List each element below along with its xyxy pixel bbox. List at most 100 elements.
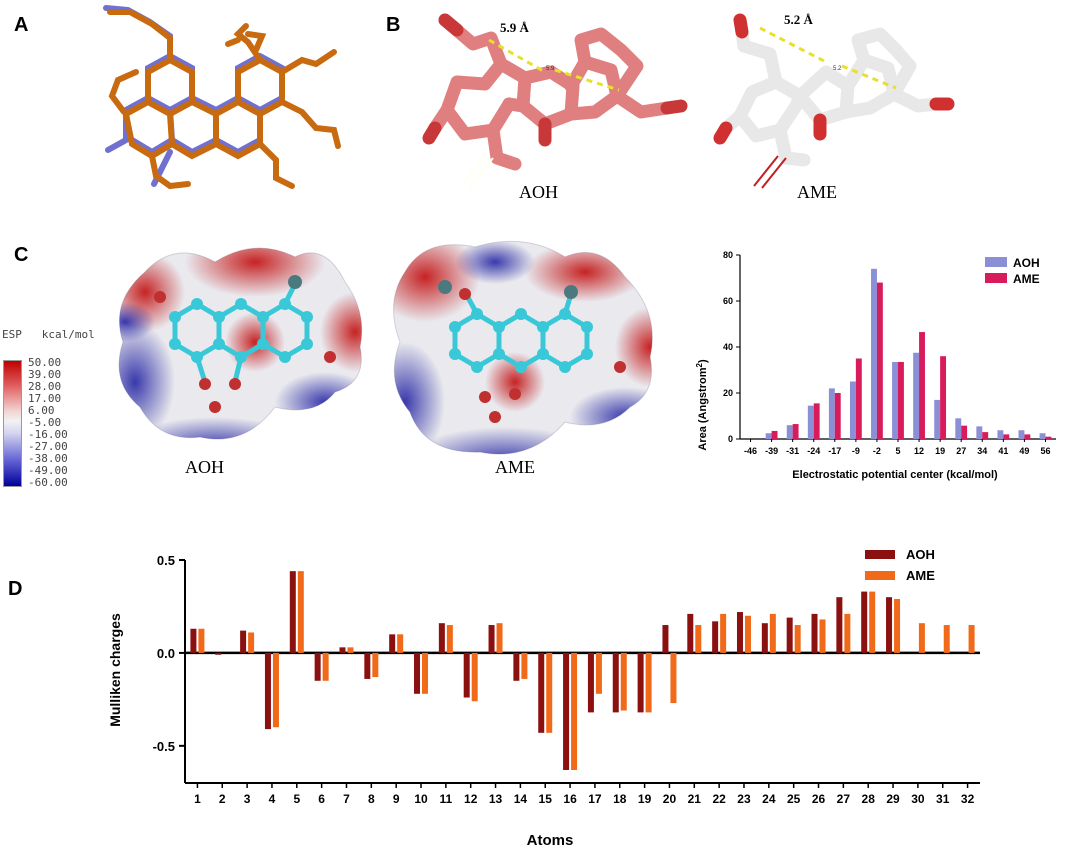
hist-bar-ame [898,361,904,439]
hist-bar-aoh [786,425,793,439]
hist-y-tick-label: 20 [723,388,733,398]
hist-bar-ame [919,332,925,439]
mull-x-tick-label: 6 [318,792,325,806]
mull-bar-aoh [786,617,793,653]
mull-bar-ame [446,625,453,653]
mull-legend-label-aoh: AOH [906,547,935,562]
ame-stick-caption: AME [797,182,837,202]
mull-bar-aoh [463,652,470,698]
mull-bar-ame [248,632,255,653]
aoh-stick-model: 5.9 Å 5.9 [422,13,688,189]
mull-bar-ame [794,625,801,653]
mull-bar-aoh [587,652,594,713]
mull-bar-aoh [438,623,445,653]
esp-area-histogram: 0 20 40 60 80 -46 -39 -31 -24 -17 -9 -2 5 12 19 27 34 41 4… [695,250,1056,481]
mull-bar-aoh [488,625,495,653]
hist-y-tick-label: 0 [728,434,733,444]
mull-x-tick-label: 22 [712,792,726,806]
mull-bar-aoh [190,628,197,653]
esp-tick: 39.00 [28,368,62,381]
hist-bar-aoh [892,361,898,439]
hist-x-tick-label: 27 [956,446,966,456]
esp-tick: -49.00 [28,464,68,477]
mull-bar-ame [297,571,304,653]
mull-bar-ame [198,628,205,653]
aoh-small-distance-label: 5.9 [546,66,555,72]
mulliken-charges-chart: 0.50.0-0.51 2 3 4 5 6 7 8 9 10 11 12 13 14 15 16 17 18 19 2… [107,547,980,849]
hist-x-tick-label: -2 [873,446,881,456]
mull-legend: AOH AME [865,547,935,583]
mull-bar-ame [844,613,851,653]
hist-y-tick-label: 80 [723,250,733,260]
esp-gradient-bar [3,360,22,487]
ame-small-distance-label: 5.2 [833,66,842,72]
hist-x-tick-label: -31 [786,446,799,456]
mull-bar-aoh [861,591,868,653]
hist-y-tick-label: 40 [723,342,733,352]
hist-bar-aoh [807,405,814,439]
esp-scale-title: ESP kcal/mol [2,328,95,341]
mull-bar-ame [471,652,478,702]
esp-tick: 6.00 [28,404,55,417]
mull-x-tick-label: 3 [244,792,251,806]
mull-bar-ame [819,619,826,653]
mull-bar-ame [769,613,776,653]
hist-bar-ame [792,424,799,439]
mull-bar-aoh [215,652,222,655]
hist-x-tick-label: -46 [744,446,757,456]
mull-x-tick-label: 13 [489,792,503,806]
mull-x-tick-label: 16 [563,792,577,806]
alternariol-structure-overlay [103,5,341,190]
mull-bar-ame [571,652,578,770]
hist-x-tick-label: -17 [828,446,841,456]
mull-bar-ame [720,613,727,653]
mull-bar-ame [546,652,553,733]
mull-bar-aoh [289,571,296,653]
mull-bar-ame [595,652,602,694]
mull-bar-aoh [886,597,893,653]
esp-tick: -27.00 [28,440,68,453]
hist-bar-aoh [828,388,835,439]
mull-bar-aoh [389,634,396,653]
mull-bar-aoh [563,652,570,770]
hist-x-tick-label: 5 [895,446,900,456]
mull-bar-ame [620,652,627,711]
hist-legend-label-ame: AME [1013,272,1040,286]
mull-bar-ame [744,615,751,653]
hist-bar-aoh [871,268,877,439]
mull-bar-ame [496,623,503,653]
mull-x-tick-label: 7 [343,792,350,806]
mull-bar-ame [968,625,975,653]
mull-x-tick-label: 26 [812,792,826,806]
mull-bar-ame [397,634,404,653]
hist-x-tick-label: 12 [914,446,924,456]
hist-bar-ame [1045,436,1052,439]
mull-bar-aoh [761,623,768,653]
hist-bar-aoh [997,430,1004,439]
mull-bar-aoh [687,613,694,653]
mull-bar-ame [894,599,901,653]
hist-bar-aoh [934,399,941,439]
mull-bar-aoh [612,652,619,713]
ame-stick-model: 5.2 Å 5.2 [713,12,955,189]
hist-bar-ame [855,358,862,439]
mull-y-axis-label: Mulliken charges [107,613,123,727]
mull-x-tick-label: 24 [762,792,776,806]
mull-bar-ame [645,652,652,713]
mull-bar-ame [372,652,379,678]
mull-bar-ame [670,652,677,704]
mull-x-tick-label: 11 [440,792,453,806]
mull-x-tick-label: 28 [862,792,876,806]
mull-x-tick-label: 18 [613,792,627,806]
hist-bar-ame [982,432,989,439]
mull-x-tick-label: 20 [663,792,677,806]
mull-legend-label-ame: AME [906,568,935,583]
mull-x-tick-label: 23 [737,792,751,806]
mull-y-tick-label: 0.5 [157,553,175,568]
mull-bar-ame [322,652,329,681]
esp-tick: -16.00 [28,428,68,441]
mull-bar-aoh [513,652,520,681]
mull-bar-aoh [240,630,247,653]
mull-x-tick-label: 29 [886,792,900,806]
hist-y-tick-label: 60 [723,296,733,306]
